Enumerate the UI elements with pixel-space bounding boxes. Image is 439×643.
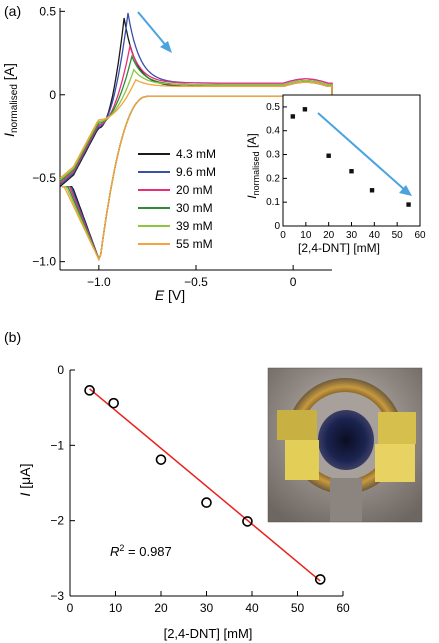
legend-label: 30 mM [176,201,213,215]
inset-point [302,107,308,112]
panel-b-ylabel: I [μA] [17,464,33,497]
inset-trend-arrow [317,112,407,192]
calibration-point [155,454,167,465]
legend-label: 55 mM [176,237,213,251]
electrode-photo [267,367,423,523]
b-x-tick-label: 0 [67,601,74,615]
panel-a-xlabel: E [V] [155,287,185,303]
inset-x-tick-label: 20 [323,230,335,241]
y-tick-label: −1.0 [32,255,56,269]
b-x-tick-label: 10 [109,601,123,615]
trend-arrow-head [160,41,172,53]
panel-a-label: (a) [4,3,21,19]
inset-x-tick-label: 10 [300,230,312,241]
inset-point [406,202,411,207]
panel-b-label: (b) [4,329,21,345]
b-x-tick-label: 50 [291,601,305,615]
y-tick-label: −0.5 [32,171,56,185]
inset-x-tick-label: 50 [392,230,404,241]
b-x-tick-label: 20 [154,601,168,615]
inset-point [326,153,331,158]
x-tick-label: −0.5 [184,275,208,289]
panel-a-cv-plot: −1.0 −0.5 0 0.5 −1.0 −0.5 0 4.3 mM 9.6 mM 20 mM 30… [32,4,333,289]
b-x-tick-label: 60 [336,601,350,615]
legend-label: 39 mM [176,219,213,233]
inset-y-tick-label: 0.5 [266,102,280,113]
inset-y-tick-label: 0.4 [266,126,280,137]
b-y-tick-label: −3 [50,589,64,603]
inset-point [290,114,296,119]
calibration-point [201,497,212,508]
legend-label: 4.3 mM [176,147,216,161]
calibration-point [242,516,253,527]
panel-a-inset-ylabel: Inormalised [A] [245,133,261,198]
x-tick-label: −1.0 [87,275,111,289]
trend-arrow [137,11,169,49]
inset-x-tick-label: 30 [346,230,358,241]
panel-a-inset-xlabel: [2,4-DNT] [mM] [298,241,380,255]
panel-b-calibration-plot: 0−1−2−30 10 20 30 40 50 60 [50,363,350,615]
r-squared-annotation: R2 = 0.987 [110,543,172,559]
inset-y-tick-label: 0.2 [266,173,280,184]
legend-label: 9.6 mM [176,165,216,179]
inset-x-tick-label: 60 [414,230,426,241]
panel-a-ylabel: Inormalised [A] [1,63,20,137]
fit-line [89,388,321,582]
x-tick-label: 0 [290,275,297,289]
legend-label: 20 mM [176,183,213,197]
inset-frame [282,94,421,227]
b-y-tick-label: −2 [50,514,64,528]
inset-point [349,169,354,174]
calibration-point [108,397,119,409]
b-x-tick-label: 30 [200,601,214,615]
inset-x-tick-label: 0 [280,230,286,241]
calibration-point [314,574,326,585]
y-tick-label: 0.5 [39,4,56,18]
inset-x-tick-label: 40 [369,230,381,241]
inset-y-tick-label: 0.1 [266,197,280,208]
inset-trend-arrow-head [399,185,412,196]
b-y-tick-label: 0 [57,363,64,377]
b-x-tick-label: 40 [245,601,259,615]
b-y-tick-label: −1 [50,438,64,452]
inset-y-tick-label: 0.3 [266,150,280,161]
y-tick-label: 0 [49,88,56,102]
cv-series-line [59,78,333,262]
inset-point [369,188,375,193]
inset-y-tick-label: 0 [274,221,280,232]
calibration-point [84,385,95,396]
panel-a-inset-plot: 0 0.1 0.2 0.3 0.4 0.5 0 10 20 30 40 50 60 [266,94,426,241]
panel-b-xlabel: [2,4-DNT] [mM] [164,626,253,641]
